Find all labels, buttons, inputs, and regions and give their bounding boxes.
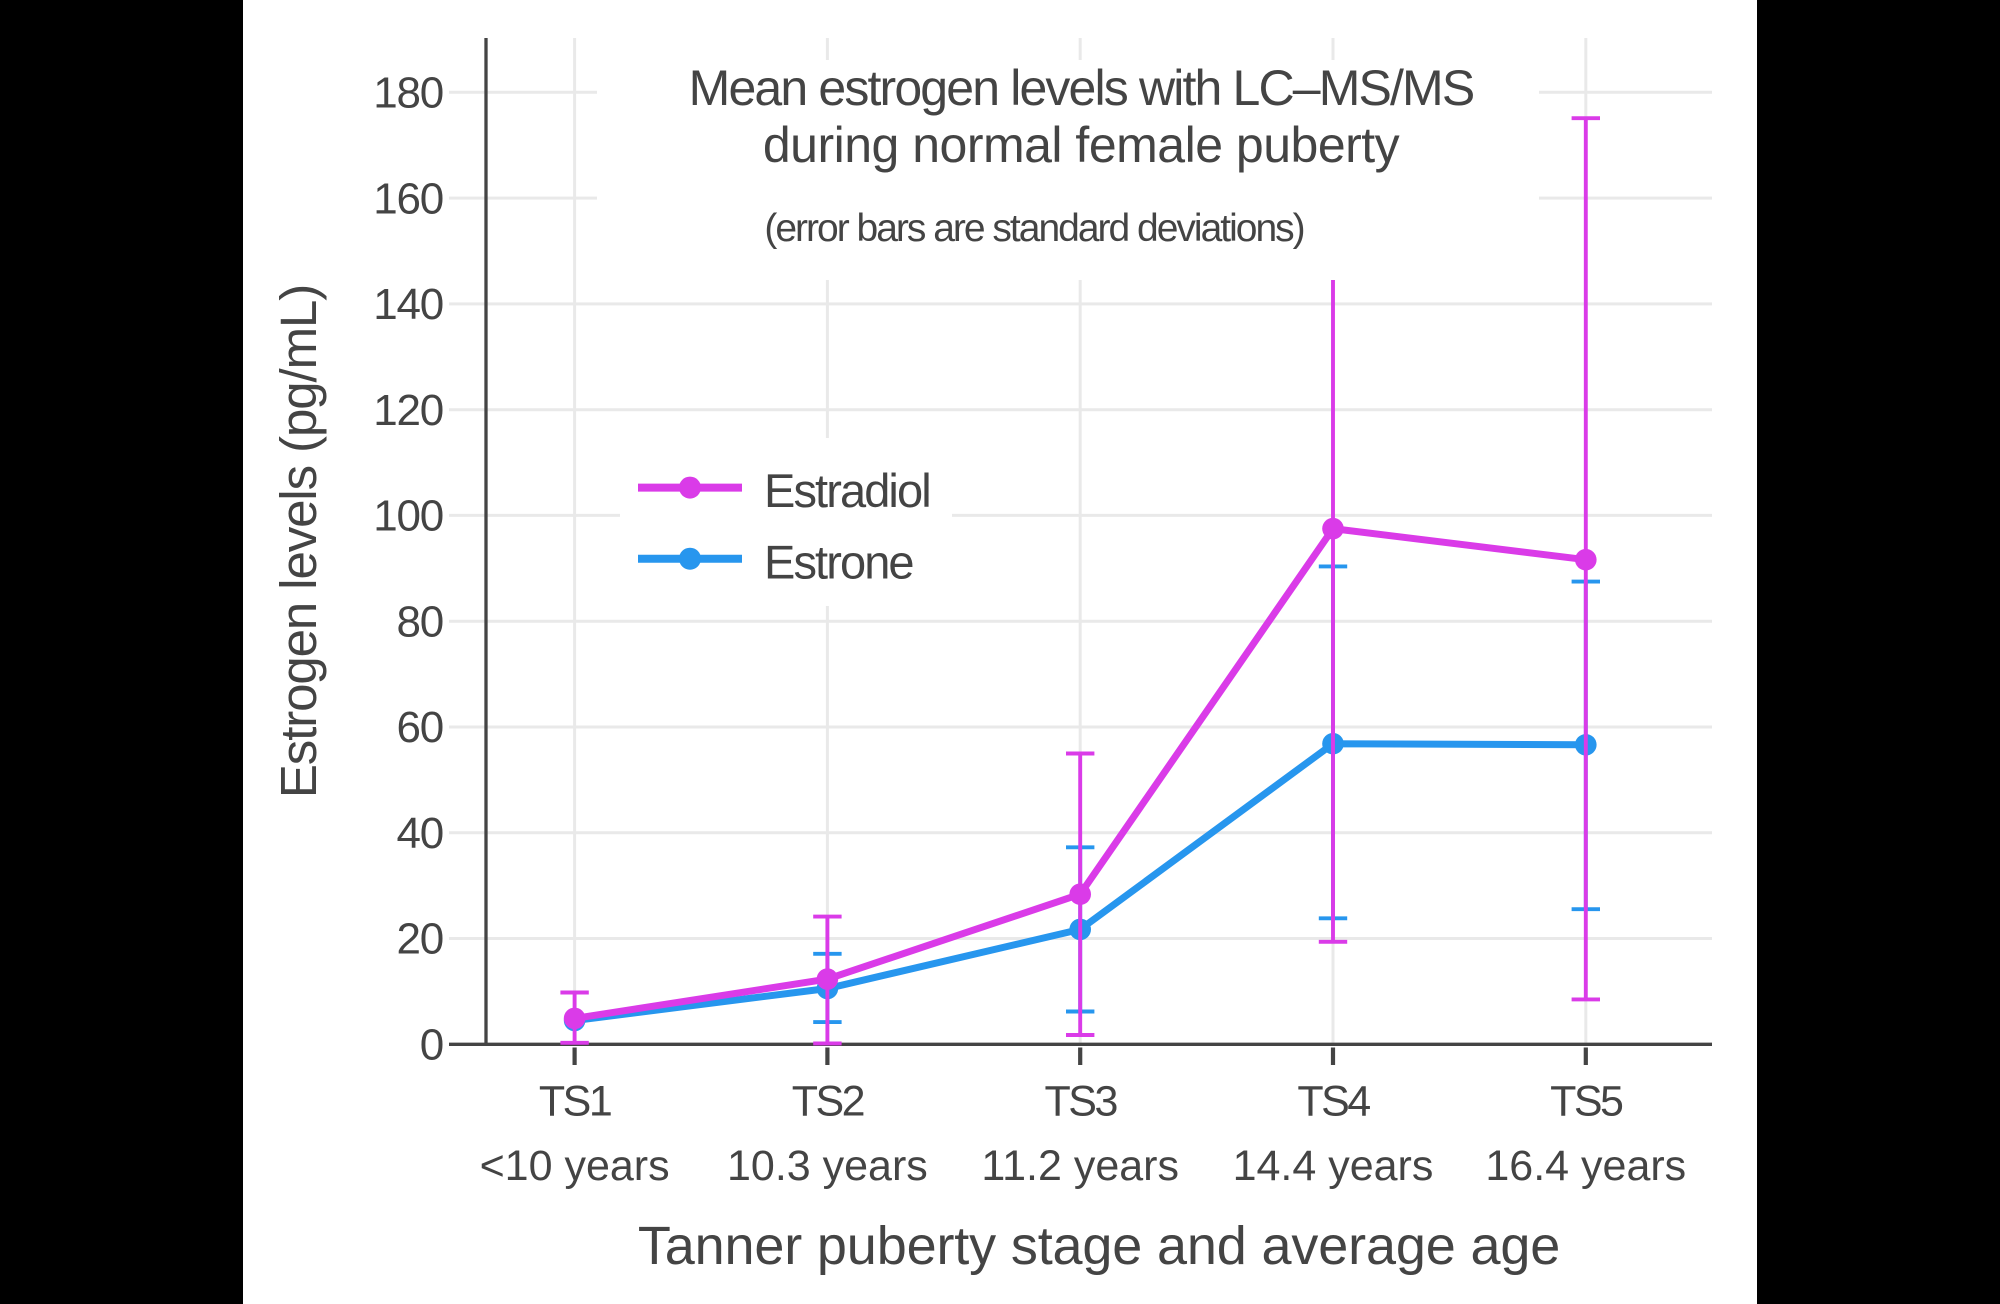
svg-text:TS4: TS4 [1297, 1078, 1370, 1126]
svg-text:80: 80 [396, 597, 443, 646]
svg-text:10.3 years: 10.3 years [727, 1142, 928, 1190]
svg-text:160: 160 [373, 174, 443, 223]
svg-text:TS5: TS5 [1550, 1078, 1623, 1126]
svg-text:120: 120 [373, 386, 443, 435]
svg-text:14.4 years: 14.4 years [1233, 1142, 1434, 1190]
svg-text:100: 100 [373, 492, 443, 541]
svg-text:60: 60 [396, 703, 443, 752]
svg-text:(error bars are standard devia: (error bars are standard deviations) [764, 207, 1303, 250]
svg-text:during normal female puberty: during normal female puberty [763, 117, 1400, 173]
svg-text:Mean estrogen levels with LC–M: Mean estrogen levels with LC–MS/MS [689, 60, 1474, 116]
svg-text:TS1: TS1 [539, 1078, 611, 1126]
svg-text:0: 0 [420, 1021, 443, 1070]
svg-text:<10 years: <10 years [480, 1142, 670, 1190]
svg-text:20: 20 [396, 915, 443, 964]
svg-text:Estradiol: Estradiol [764, 464, 930, 517]
svg-text:16.4 years: 16.4 years [1485, 1142, 1686, 1190]
svg-text:Estrone: Estrone [764, 536, 913, 589]
svg-text:TS2: TS2 [792, 1078, 864, 1126]
svg-text:11.2 years: 11.2 years [981, 1142, 1179, 1190]
svg-text:Tanner puberty stage and avera: Tanner puberty stage and average age [638, 1216, 1560, 1276]
svg-text:140: 140 [373, 280, 443, 329]
svg-text:40: 40 [396, 809, 443, 858]
svg-text:180: 180 [373, 69, 443, 118]
svg-text:Estrogen levels (pg/mL): Estrogen levels (pg/mL) [270, 285, 327, 798]
svg-text:TS3: TS3 [1045, 1078, 1118, 1126]
